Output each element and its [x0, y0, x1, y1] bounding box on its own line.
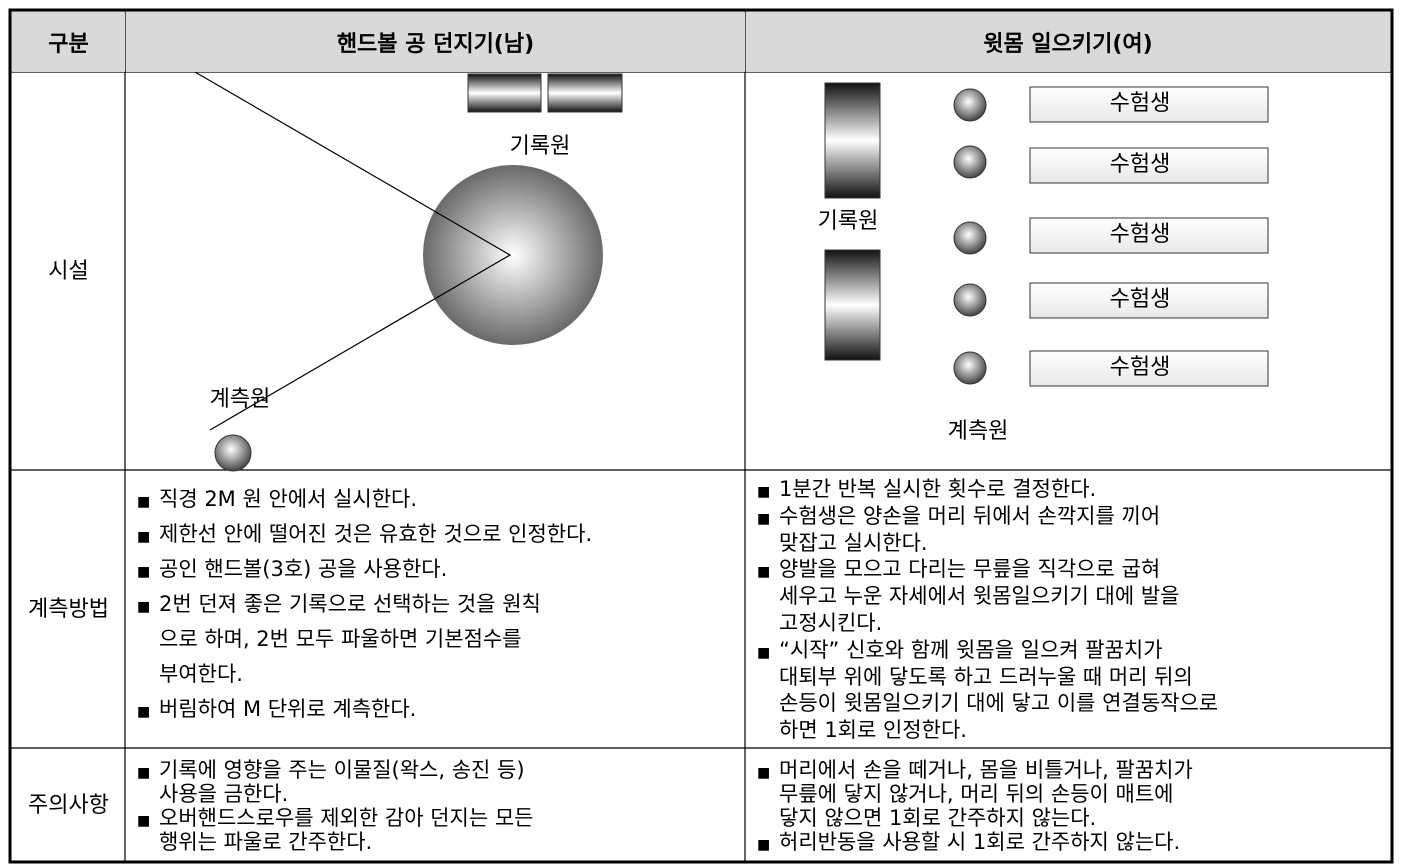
- item-line: 세우고 누운 자세에서 윗몸일으키기 대에 발을: [779, 584, 1180, 609]
- item-line: 무릎에 닿지 않거나, 머리 뒤의 손등이 매트에: [779, 782, 1174, 806]
- grid-lines: [10, 10, 1392, 862]
- item-line: 하면 1회로 인정한다.: [779, 718, 967, 743]
- recorder-desk: [824, 82, 881, 199]
- examinee-box: [1029, 350, 1269, 387]
- examinee-label: 수험생: [1110, 152, 1171, 177]
- examinee-label: 수험생: [1110, 222, 1171, 247]
- label-line: 주의: [28, 792, 69, 818]
- examinee-marker: [953, 145, 987, 179]
- header-cell: 윗몸 일으키기(여): [746, 12, 1390, 72]
- examinee-box: [1029, 282, 1269, 319]
- bullet-item: 1분간 반복 실시한 횟수로 결정한다.: [757, 476, 1218, 506]
- examinee-box: [1029, 147, 1269, 184]
- item-line: 양발을 모으고 다리는 무릎을 직각으로 굽혀: [779, 557, 1161, 582]
- examinee-label: 수험생: [1110, 355, 1171, 380]
- item-line: 2번 던져 좋은 기록으로 선택하는 것을 원칙: [159, 592, 541, 616]
- item-line: 허리반동을 사용할 시 1회로 간주하지 않는다.: [779, 830, 1181, 854]
- bullet-item: 직경 2M 원 안에서 실시한다.: [137, 482, 592, 520]
- item-line: 사용을 금한다.: [159, 782, 289, 806]
- recorder-desk: [547, 73, 623, 113]
- item-line: 직경 2M 원 안에서 실시한다.: [159, 487, 418, 511]
- examinee-label: 수험생: [1110, 91, 1171, 116]
- recorder-desk: [824, 249, 881, 361]
- examinee-marker: [953, 88, 987, 122]
- item-line: 부여한다.: [159, 662, 243, 686]
- label-line: 계측: [28, 596, 69, 622]
- row-label: 주의 사항: [12, 749, 125, 862]
- examinee-box: [1029, 86, 1269, 123]
- examinee-box: [1029, 217, 1269, 254]
- item-line: 으로 하며, 2번 모두 파울하면 기본점수를: [159, 627, 522, 651]
- method-list: 1분간 반복 실시한 횟수로 결정한다.수험생은 양손을 머리 뒤에서 손깍지를…: [757, 476, 1218, 744]
- bullet-item: 제한선 안에 떨어진 것은 유효한 것으로 인정한다.: [137, 517, 593, 555]
- recorder-desk: [467, 73, 542, 113]
- item-line: 대퇴부 위에 닿도록 하고 드러누울 때 머리 뒤의: [779, 664, 1193, 689]
- header-cell: 핸드볼 공 던지기(남): [126, 12, 745, 72]
- label-line: 사항: [68, 792, 109, 818]
- measurer-marker: [214, 434, 252, 472]
- item-line: “시작” 신호와 함께 윗몸을 일으켜 팔꿈치가: [779, 637, 1163, 662]
- item-line: 버림하여 M 단위로 계측한다.: [159, 697, 417, 721]
- examinee-marker: [953, 283, 987, 317]
- item-line: 행위는 파울로 간주한다.: [159, 830, 373, 854]
- sector-lines: [194, 71, 512, 431]
- item-line: 머리에서 손을 떼거나, 몸을 비틀거나, 팔꿈치가: [779, 758, 1193, 782]
- item-line: 수험생은 양손을 머리 뒤에서 손깍지를 끼어: [779, 503, 1161, 528]
- bullet-item: 허리반동을 사용할 시 1회로 간주하지 않는다.: [757, 830, 1193, 857]
- label-line: 시설: [48, 258, 89, 284]
- row-label: 계측 방법: [12, 471, 125, 748]
- item-line: 공인 핸드볼(3호) 공을 사용한다.: [159, 557, 448, 581]
- recorder-label: 기록원: [510, 134, 571, 159]
- bullet-item: 기록에 영향을 주는 이물질(왁스, 송진 등)사용을 금한다.: [137, 758, 533, 806]
- table-border: [8, 8, 1394, 864]
- recorder-label: 기록원: [818, 209, 879, 234]
- examinee-marker: [953, 351, 987, 385]
- row-label: 시설: [12, 73, 125, 470]
- bullet-item: 버림하여 M 단위로 계측한다.: [137, 692, 592, 730]
- item-line: 맞잡고 실시한다.: [779, 530, 928, 555]
- item-line: 1분간 반복 실시한 횟수로 결정한다.: [779, 477, 1097, 501]
- measurer-label: 계측원: [210, 387, 271, 412]
- item-line: 손등이 윗몸일으키기 대에 닿고 이를 연결동작으로: [779, 691, 1219, 716]
- caution-list: 기록에 영향을 주는 이물질(왁스, 송진 등)사용을 금한다.오버핸드스로우를…: [137, 758, 533, 854]
- header-cell: 구분: [12, 12, 125, 72]
- item-line: 고정시킨다.: [779, 610, 883, 635]
- item-line: 기록에 영향을 주는 이물질(왁스, 송진 등): [159, 758, 525, 782]
- item-line: 오버핸드스로우를 제외한 감아 던지는 모든: [159, 806, 534, 830]
- examinee-marker: [953, 221, 987, 255]
- method-list: 직경 2M 원 안에서 실시한다. 제한선 안에 떨어진 것은 유효한 것으로 인…: [137, 482, 593, 730]
- bullet-item: 공인 핸드볼(3호) 공을 사용한다.: [137, 552, 592, 590]
- examinee-label: 수험생: [1110, 287, 1171, 312]
- item-line: 제한선 안에 떨어진 것은 유효한 것으로 인정한다.: [159, 522, 593, 546]
- throw-circle: [423, 165, 603, 345]
- item-line: 닿지 않으면 1회로 간주하지 않는다.: [779, 806, 1097, 830]
- label-line: 방법: [68, 596, 109, 622]
- measurer-label: 계측원: [948, 419, 1009, 444]
